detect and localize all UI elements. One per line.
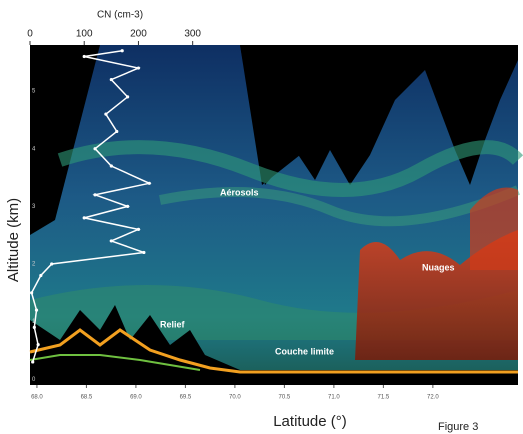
annotation: Aérosols <box>220 187 259 197</box>
cn-point <box>31 360 34 363</box>
cn-point <box>39 274 42 277</box>
caption: Figure 3 <box>438 421 478 433</box>
x2-tick-label: 0 <box>27 29 33 40</box>
x2-axis-title: CN (cm-3) <box>97 10 143 21</box>
x-tick-label: 69.5 <box>180 395 192 401</box>
cn-point <box>115 130 118 133</box>
x-tick-label: 68.5 <box>81 395 93 401</box>
cn-point <box>148 182 151 185</box>
chart: CN (cm-3) Latitude (°) Altitude (km) Aér… <box>0 0 523 434</box>
cn-point <box>110 164 113 167</box>
page: {"chart_data": {"type": "lidar-curtain",… <box>0 0 523 434</box>
cn-point <box>110 78 113 81</box>
cn-point <box>35 308 38 311</box>
x-tick-label: 68.0 <box>31 395 43 401</box>
cn-point <box>121 49 124 52</box>
annotation: Nuages <box>422 262 455 272</box>
x2-tick-label: 100 <box>76 29 93 40</box>
x-tick-label: 70.5 <box>279 395 291 401</box>
cn-point <box>83 55 86 58</box>
x-tick-label: 71.0 <box>328 395 340 401</box>
cn-point <box>142 251 145 254</box>
x-tick-label: 70.0 <box>229 395 241 401</box>
y-axis-title: Altitude (km) <box>5 198 22 282</box>
cn-point <box>110 239 113 242</box>
cn-point <box>37 343 40 346</box>
x-tick-label: 69.0 <box>130 395 142 401</box>
cn-point <box>50 262 53 265</box>
cn-point <box>30 291 33 294</box>
x2-tick-label: 200 <box>130 29 147 40</box>
x2-tick-label: 300 <box>184 29 201 40</box>
cn-point <box>104 113 107 116</box>
cn-point <box>137 228 140 231</box>
annotation: Couche limite <box>275 346 334 356</box>
cn-point <box>126 205 129 208</box>
lidar-image <box>30 45 518 385</box>
cn-point <box>33 326 36 329</box>
cn-point <box>93 193 96 196</box>
x-axis-title: Latitude (°) <box>273 413 347 430</box>
x-tick-label: 71.5 <box>378 395 390 401</box>
cn-point <box>137 66 140 69</box>
annotation: Relief <box>160 319 186 329</box>
cn-point <box>93 147 96 150</box>
cn-point <box>83 216 86 219</box>
x-tick-label: 72.0 <box>427 395 439 401</box>
cn-point <box>126 95 129 98</box>
